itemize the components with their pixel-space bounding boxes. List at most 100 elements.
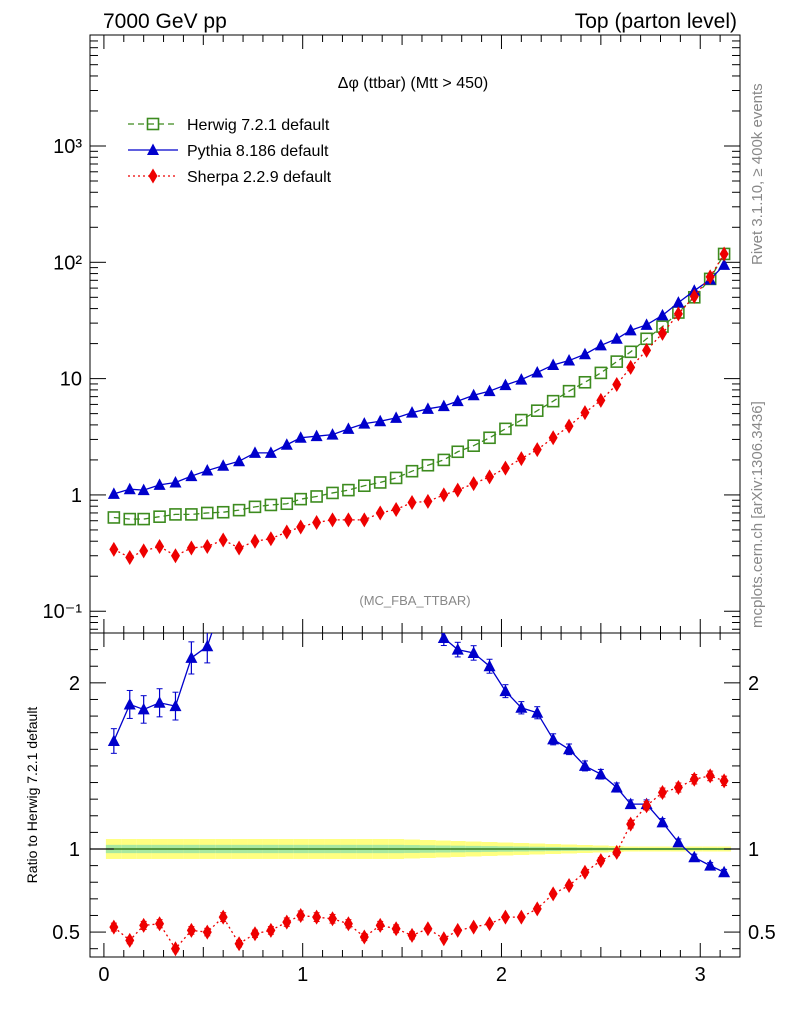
series-sherpa [109,246,729,565]
y-tick-label: 10 [60,369,82,391]
point-sherpa [312,514,322,530]
ratio-y-tick-label-right: 2 [748,673,759,695]
ratio-point-sherpa [250,926,260,942]
point-herwig [389,471,403,485]
point-sherpa [657,325,667,341]
ratio-line-sherpa [113,775,725,950]
point-herwig [169,508,182,521]
point-pythia [406,406,419,418]
point-pythia [467,388,480,401]
ratio-y-tick-label: 1 [69,839,80,861]
point-pythia [640,318,653,330]
point-sherpa [532,442,542,458]
point-pythia [563,354,576,366]
point-herwig [610,355,624,368]
ratio-point-sherpa [234,936,244,952]
header-right: Top (parton level) [575,10,737,33]
ratio-point-sherpa [500,909,510,925]
point-herwig [153,510,166,523]
point-pythia [264,446,277,458]
plot-title: Δφ (ttbar) (Mtt > 450) [338,75,488,92]
point-herwig [624,345,637,359]
legend-label-pythia: Pythia 8.186 default [187,143,329,160]
ratio-point-sherpa [719,773,729,789]
point-sherpa [282,524,292,540]
ratio-point-sherpa [705,768,715,784]
ratio-point-pythia [281,543,293,555]
point-sherpa [375,505,385,521]
header-left: 7000 GeV pp [103,10,227,33]
ratio-point-sherpa [343,916,353,932]
point-sherpa [439,487,449,503]
series-line-pythia [113,264,725,495]
point-sherpa [155,539,165,555]
ratio-point-pythia [531,706,544,718]
legend-marker-sherpa [148,168,158,184]
point-herwig [248,500,262,514]
ratio-point-sherpa [139,917,149,933]
point-herwig [310,490,323,503]
point-sherpa [548,430,558,446]
point-sherpa [359,512,369,528]
ratio-panel: 0 1 2 3 0.5 0.5 1 1 2 2 Ratio to Herwig 7.2.1 def… [24,543,776,986]
ratio-point-pythia [249,560,261,572]
ratio-point-pythia [718,865,731,878]
point-pythia [358,417,371,429]
point-sherpa [596,392,606,408]
point-pythia [656,308,669,321]
point-pythia [421,402,434,414]
legend-label-sherpa: Sherpa 2.2.9 default [187,169,332,186]
ratio-point-sherpa [469,919,479,935]
series-pythia [107,258,731,499]
ratio-point-pythia [169,699,182,712]
ratio-point-sherpa [453,922,463,938]
point-herwig [280,497,294,511]
x-tick-label: 1 [297,964,308,986]
point-pythia [578,347,591,360]
ratio-point-sherpa [612,844,622,860]
ratio-point-sherpa [170,941,180,957]
ratio-point-pythia [610,781,623,793]
ratio-series-area [107,543,731,957]
point-pythia [107,487,120,499]
ratio-point-pythia [578,759,591,771]
point-sherpa [612,377,622,393]
point-herwig [264,498,278,512]
ratio-series-pythia [107,543,731,878]
ratio-point-sherpa [155,916,165,932]
point-sherpa [453,482,463,498]
point-sherpa [407,495,417,511]
point-pythia [217,459,230,471]
y-tick-label: 1 [71,485,82,507]
ratio-point-sherpa [689,771,699,787]
x-tick-label: 3 [695,964,706,986]
point-sherpa [170,548,180,564]
point-sherpa [485,469,495,485]
point-herwig [515,413,528,427]
point-herwig [326,486,339,500]
ratio-point-pythia [624,797,637,810]
point-sherpa [296,519,306,535]
point-sherpa [516,451,526,467]
main-series-area [107,246,731,565]
point-herwig [232,503,246,517]
point-herwig [546,394,560,408]
ratio-point-pythia [704,859,717,871]
ratio-point-sherpa [109,919,119,935]
watermark: (MC_FBA_TTBAR) [359,593,470,608]
main-axis-ticks: 10⁻¹ 1 10 10² 10³ [43,35,740,633]
point-sherpa [139,543,149,559]
point-herwig [200,506,214,520]
ratio-point-pythia [483,659,496,672]
ratio-point-pythia [563,742,576,755]
point-sherpa [186,540,196,556]
point-pythia [451,394,464,407]
point-sherpa [234,540,244,556]
ratio-point-sherpa [423,921,433,937]
ratio-point-sherpa [125,932,135,948]
point-pythia [515,373,528,385]
point-sherpa [719,246,729,262]
ratio-point-sherpa [407,927,417,943]
side-label-top: Rivet 3.1.10, ≥ 400k events [749,83,766,265]
